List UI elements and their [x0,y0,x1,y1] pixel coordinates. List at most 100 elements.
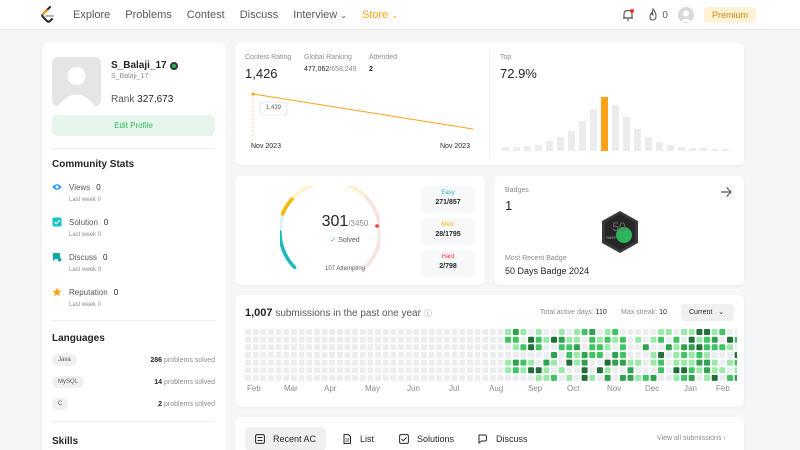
heatmap-cell[interactable] [313,344,320,351]
heatmap-cell[interactable] [329,352,336,358]
heatmap-cell[interactable] [688,329,695,335]
heatmap-cell[interactable] [344,367,351,374]
heatmap-cell[interactable] [451,352,458,358]
heatmap-cell[interactable] [489,367,496,374]
heatmap-cell[interactable] [512,329,519,335]
heatmap-cell[interactable] [688,367,695,374]
heatmap-cell[interactable] [727,359,733,366]
heatmap-cell[interactable] [635,359,642,366]
heatmap-cell[interactable] [551,336,557,343]
heatmap-cell[interactable] [252,336,259,343]
heatmap-cell[interactable] [443,329,450,335]
heatmap-cell[interactable] [719,374,726,381]
heatmap-cell[interactable] [573,344,580,351]
heatmap-cell[interactable] [451,374,458,381]
heatmap-cell[interactable] [252,352,259,358]
heatmap-cell[interactable] [436,352,443,358]
heatmap-cell[interactable] [535,367,542,374]
heatmap-cell[interactable] [436,344,443,351]
heatmap-cell[interactable] [459,367,466,374]
heatmap-cell[interactable] [558,336,565,343]
heatmap-cell[interactable] [359,359,366,366]
heatmap-cell[interactable] [734,367,737,374]
heatmap-cell[interactable] [283,344,290,351]
nav-discuss[interactable]: Discuss [239,9,279,21]
heatmap-cell[interactable] [505,344,512,351]
heatmap-cell[interactable] [298,359,305,366]
heatmap-cell[interactable] [566,374,573,381]
heatmap-cell[interactable] [581,374,588,381]
heatmap-cell[interactable] [260,359,267,366]
heatmap-cell[interactable] [405,367,412,374]
heatmap-cell[interactable] [268,374,274,381]
heatmap-cell[interactable] [336,344,343,351]
heatmap-cell[interactable] [727,344,733,351]
heatmap-cell[interactable] [390,336,397,343]
heatmap-cell[interactable] [635,374,642,381]
heatmap-cell[interactable] [581,359,588,366]
heatmap-cell[interactable] [421,344,427,351]
heatmap-cell[interactable] [658,344,665,351]
heatmap-cell[interactable] [619,329,626,335]
heatmap-cell[interactable] [612,336,619,343]
heatmap-cell[interactable] [459,329,466,335]
heatmap-cell[interactable] [436,367,443,374]
heatmap-cell[interactable] [405,352,412,358]
heatmap-cell[interactable] [681,359,688,366]
heatmap-cell[interactable] [505,352,512,358]
heatmap-cell[interactable] [283,352,290,358]
heatmap-cell[interactable] [497,329,504,335]
heatmap-cell[interactable] [604,329,611,335]
heatmap-cell[interactable] [505,359,512,366]
heatmap-cell[interactable] [290,344,297,351]
heatmap-cell[interactable] [619,352,626,358]
heatmap-cell[interactable] [268,336,274,343]
heatmap-cell[interactable] [451,344,458,351]
heatmap-cell[interactable] [436,359,443,366]
heatmap-cell[interactable] [612,344,619,351]
heatmap-cell[interactable] [344,336,351,343]
heatmap-cell[interactable] [528,352,535,358]
heatmap-cell[interactable] [459,336,466,343]
heatmap-cell[interactable] [734,329,737,335]
heatmap-cell[interactable] [520,367,527,374]
heatmap-cell[interactable] [413,329,420,335]
heatmap-cell[interactable] [727,352,733,358]
heatmap-cell[interactable] [352,359,359,366]
heatmap-cell[interactable] [535,352,542,358]
heatmap-cell[interactable] [252,374,259,381]
heatmap-cell[interactable] [306,374,313,381]
heatmap-cell[interactable] [711,336,718,343]
heatmap-cell[interactable] [283,359,290,366]
heatmap-cell[interactable] [474,367,481,374]
heatmap-cell[interactable] [268,359,274,366]
nav-explore[interactable]: Explore [73,9,111,21]
heatmap-cell[interactable] [443,367,450,374]
heatmap-cell[interactable] [352,367,359,374]
heatmap-cell[interactable] [566,359,573,366]
heatmap-cell[interactable] [413,336,420,343]
heatmap-cell[interactable] [245,329,251,335]
heatmap-cell[interactable] [650,336,657,343]
heatmap-cell[interactable] [681,336,688,343]
heatmap-cell[interactable] [482,367,489,374]
heatmap-cell[interactable] [581,367,588,374]
heatmap-cell[interactable] [466,352,473,358]
heatmap-cell[interactable] [252,329,259,335]
heatmap-cell[interactable] [245,367,251,374]
heatmap-cell[interactable] [512,344,519,351]
heatmap-cell[interactable] [635,344,642,351]
heatmap-cell[interactable] [665,359,672,366]
heatmap-cell[interactable] [696,336,703,343]
easy-stat[interactable]: Easy 271/857 [421,186,475,213]
heatmap-cell[interactable] [727,336,733,343]
medium-stat[interactable]: Med. 28/1795 [421,218,475,245]
heatmap-cell[interactable] [367,352,374,358]
heatmap-cell[interactable] [329,367,336,374]
heatmap-cell[interactable] [734,344,737,351]
heatmap-cell[interactable] [596,352,603,358]
heatmap-cell[interactable] [558,374,565,381]
heatmap-cell[interactable] [520,344,527,351]
heatmap-cell[interactable] [528,329,535,335]
heatmap-cell[interactable] [290,374,297,381]
